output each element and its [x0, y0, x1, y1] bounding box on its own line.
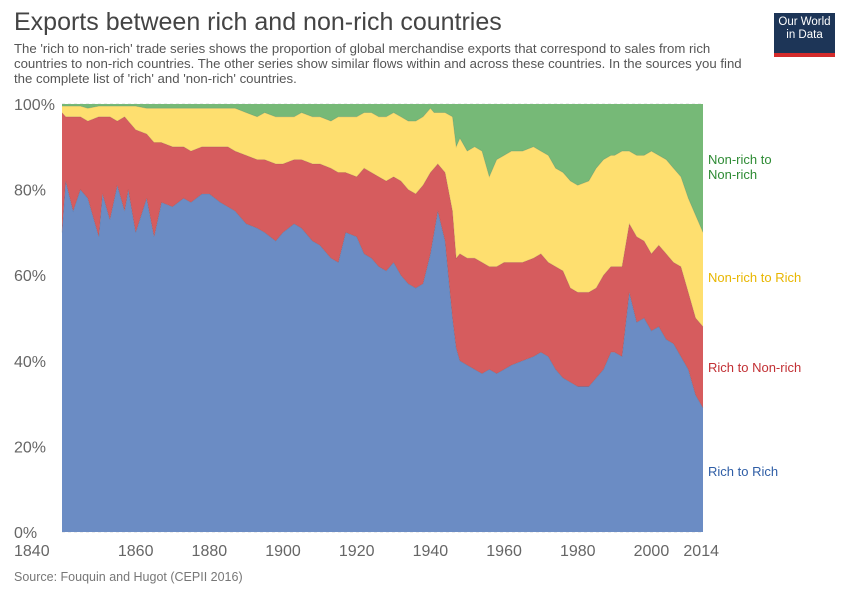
x-tick-1920: 1920 — [339, 543, 375, 560]
x-tick-1880: 1880 — [192, 543, 228, 560]
x-tick-1940: 1940 — [413, 543, 449, 560]
area-rich-to-non-rich[interactable] — [62, 112, 703, 408]
x-axis-ticks: 1840 1860 1880 1900 1920 1940 1960 1980 2000 2014 — [14, 543, 719, 560]
y-tick-100: 100% — [14, 97, 55, 114]
x-tick-2014: 2014 — [683, 543, 719, 560]
chart-title: Exports between rich and non-rich countr… — [14, 8, 502, 36]
series-areas — [61, 104, 704, 532]
y-tick-0: 0% — [14, 525, 37, 542]
area-edge-rich-to-rich — [61, 180, 704, 409]
area-edge-rich-to-non-rich — [61, 112, 704, 327]
x-tick-1960: 1960 — [486, 543, 522, 560]
series-label-line: Non-rich — [708, 167, 757, 182]
y-axis-ticks: 0% 20% 40% 60% 80% 100% — [14, 97, 55, 542]
y-tick-20: 20% — [14, 439, 46, 456]
y-tick-60: 60% — [14, 268, 46, 285]
area-rich-to-rich[interactable] — [62, 181, 703, 532]
area-non-rich-to-non-rich[interactable] — [62, 104, 703, 233]
series-label-line: Non-rich to — [708, 152, 772, 167]
series-labels: Rich to Rich Rich to Non-rich Non-rich to … — [708, 152, 801, 479]
y-tick-40: 40% — [14, 354, 46, 371]
x-tick-2000: 2000 — [634, 543, 670, 560]
chart-subtitle: The 'rich to non-rich' trade series show… — [14, 41, 742, 86]
logo-line-1: Our World — [778, 16, 831, 28]
series-label-non-rich-to-non-rich: Non-rich to Non-rich — [708, 152, 772, 182]
area-non-rich-to-rich[interactable] — [62, 106, 703, 327]
x-tick-1860: 1860 — [118, 543, 154, 560]
series-label-rich-to-non-rich: Rich to Non-rich — [708, 360, 801, 375]
source-note: Source: Fouquin and Hugot (CEPII 2016) — [14, 570, 243, 584]
series-label-rich-to-rich: Rich to Rich — [708, 464, 778, 479]
series-label-non-rich-to-rich: Non-rich to Rich — [708, 270, 801, 285]
y-tick-80: 80% — [14, 183, 46, 200]
owid-logo[interactable]: Our World in Data — [774, 13, 835, 57]
area-edge-non-rich-to-rich — [62, 105, 704, 233]
x-tick-1980: 1980 — [560, 543, 596, 560]
x-tick-1840: 1840 — [14, 543, 50, 560]
logo-line-2: in Data — [786, 29, 823, 41]
x-tick-1900: 1900 — [265, 543, 301, 560]
